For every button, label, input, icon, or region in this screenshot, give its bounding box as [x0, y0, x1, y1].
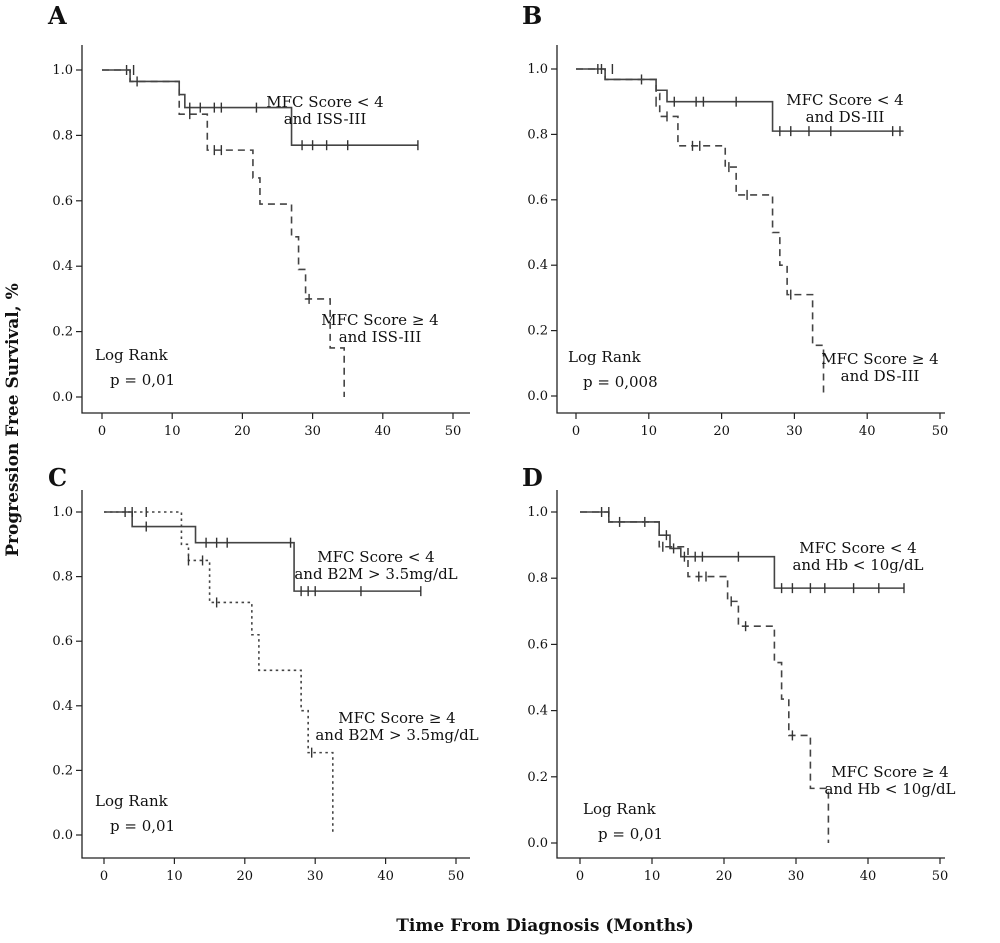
y-tick-label: 1.0	[527, 505, 548, 520]
x-tick-label: 30	[304, 424, 321, 439]
axes-frame	[556, 490, 945, 859]
panel-letter: C	[48, 463, 67, 492]
x-tick-label: 30	[788, 869, 805, 884]
x-tick-label: 10	[641, 424, 658, 439]
log-rank-label: Log Rank	[95, 792, 169, 810]
x-tick-label: 20	[716, 869, 733, 884]
series-label: and DS-III	[841, 367, 920, 385]
y-tick-label: 0.8	[527, 571, 548, 586]
p-value: p = 0,01	[110, 371, 175, 389]
panel-letter: A	[47, 1, 67, 30]
series-label: and Hb < 10g/dL	[824, 780, 955, 798]
x-tick-label: 40	[859, 424, 876, 439]
y-tick-label: 1.0	[52, 63, 73, 78]
panel-d: D 0.0 0.2 0.4 0.6 0.8 1.0 0 10 20 30 40 50 MFC Score …	[522, 463, 956, 884]
series-label: MFC Score ≥ 4	[338, 709, 455, 727]
log-rank-label: Log Rank	[568, 348, 642, 366]
p-value: p = 0,008	[583, 373, 658, 391]
p-value: p = 0,01	[598, 825, 663, 843]
series-label: and ISS-III	[339, 328, 422, 346]
y-tick-label: 0.4	[52, 699, 73, 714]
y-tick-label: 1.0	[527, 62, 548, 77]
x-tick-label: 0	[98, 424, 106, 439]
axes-frame	[81, 490, 470, 859]
y-tick-label: 1.0	[52, 505, 73, 520]
x-tick-label: 50	[932, 869, 949, 884]
y-tick-label: 0.4	[527, 704, 548, 719]
series-label: MFC Score ≥ 4	[821, 350, 938, 368]
km-curve-solid	[576, 68, 904, 132]
y-tick-label: 0.2	[52, 763, 73, 778]
y-tick-label: 0.6	[527, 193, 548, 208]
panels: A 0.0 0.2 0.4 0.6 0.8 1.0 0 10 20 30 40 50 MFC Score …	[47, 1, 956, 884]
x-tick-label: 40	[375, 424, 392, 439]
y-tick-label: 0.4	[527, 258, 548, 273]
x-tick-label: 10	[164, 424, 181, 439]
log-rank-label: Log Rank	[583, 800, 657, 818]
x-tick-label: 50	[448, 869, 465, 884]
x-tick-label: 20	[713, 424, 730, 439]
x-tick-label: 40	[377, 869, 394, 884]
x-tick-label: 10	[166, 869, 183, 884]
series-label: MFC Score < 4	[317, 548, 434, 566]
x-tick-label: 30	[786, 424, 803, 439]
km-curve-dashed	[102, 69, 345, 397]
series-label: and B2M > 3.5mg/dL	[315, 726, 478, 744]
x-tick-label: 30	[307, 869, 324, 884]
y-tick-label: 0.0	[527, 836, 548, 851]
y-tick-label: 0.0	[527, 389, 548, 404]
km-curve-dotted	[104, 511, 334, 835]
x-axis-title: Time From Diagnosis (Months)	[396, 916, 694, 936]
x-tick-label: 0	[572, 424, 580, 439]
series-label: and ISS-III	[284, 110, 367, 128]
p-value: p = 0,01	[110, 817, 175, 835]
y-tick-label: 0.0	[52, 828, 73, 843]
series-label: MFC Score < 4	[266, 93, 383, 111]
y-tick-label: 0.4	[52, 259, 73, 274]
x-tick-label: 0	[576, 869, 584, 884]
series-label: MFC Score < 4	[799, 539, 916, 557]
y-tick-label: 0.2	[527, 770, 548, 785]
axes-frame	[556, 45, 945, 414]
km-curve-dashed	[580, 511, 830, 843]
panel-c: C 0.0 0.2 0.4 0.6 0.8 1.0 0 10 20 30 40 50 MFC Score …	[48, 463, 479, 884]
y-tick-label: 0.8	[52, 570, 73, 585]
y-tick-label: 0.2	[52, 325, 73, 340]
y-tick-label: 0.8	[527, 127, 548, 142]
y-tick-label: 0.2	[527, 324, 548, 339]
panel-letter: B	[522, 1, 542, 30]
x-tick-label: 10	[644, 869, 661, 884]
y-tick-label: 0.6	[52, 634, 73, 649]
km-curve-solid	[102, 69, 418, 147]
series-label: MFC Score < 4	[786, 91, 903, 109]
x-tick-label: 20	[237, 869, 254, 884]
axes-frame	[81, 45, 470, 414]
series-label: MFC Score ≥ 4	[321, 311, 438, 329]
y-axis-title: Progression Free Survival, %	[3, 283, 23, 557]
y-tick-label: 0.8	[52, 128, 73, 143]
x-tick-label: 50	[932, 424, 949, 439]
y-tick-label: 0.0	[52, 390, 73, 405]
x-tick-label: 20	[234, 424, 251, 439]
series-label: MFC Score ≥ 4	[831, 763, 948, 781]
x-tick-label: 40	[860, 869, 877, 884]
panel-a: A 0.0 0.2 0.4 0.6 0.8 1.0 0 10 20 30 40 50 MFC Score …	[47, 1, 470, 439]
km-curve-dashed	[576, 68, 825, 396]
series-label: and Hb < 10g/dL	[792, 556, 923, 574]
series-label: and B2M > 3.5mg/dL	[294, 565, 457, 583]
log-rank-label: Log Rank	[95, 346, 169, 364]
series-label: and DS-III	[806, 108, 885, 126]
panel-b: B 0.0 0.2 0.4 0.6 0.8 1.0 0 10 20 30 40 50 MFC Score …	[522, 1, 948, 439]
y-tick-label: 0.6	[52, 194, 73, 209]
x-tick-label: 0	[100, 869, 108, 884]
y-tick-label: 0.6	[527, 637, 548, 652]
x-tick-label: 50	[445, 424, 462, 439]
panel-letter: D	[522, 463, 543, 492]
